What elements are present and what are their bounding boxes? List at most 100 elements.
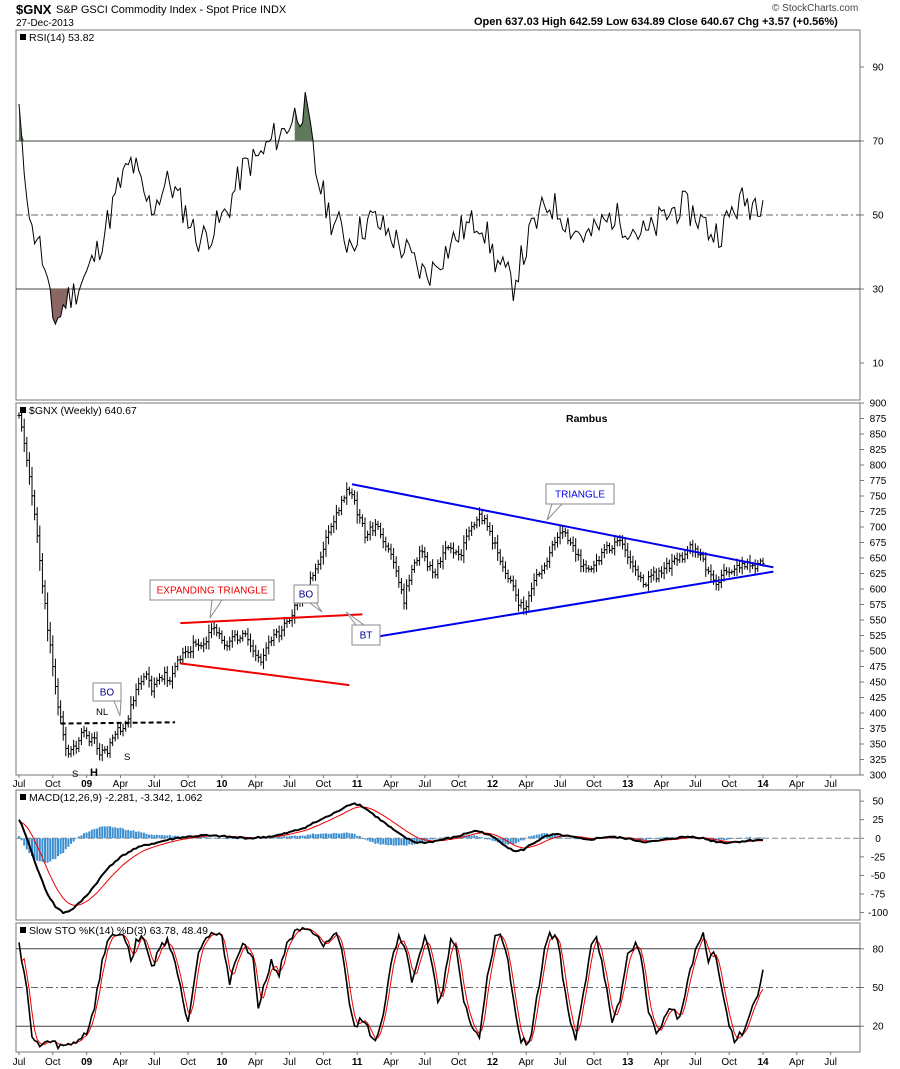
macd-histogram-bar xyxy=(301,835,304,839)
y-tick-label-macd: 0 xyxy=(875,834,881,845)
y-tick-label-price: 725 xyxy=(870,507,887,518)
macd-histogram-bar xyxy=(70,838,73,844)
macd-histogram-bar xyxy=(33,838,36,860)
macd-histogram-bar xyxy=(569,838,572,839)
macd-histogram-bar xyxy=(85,832,88,839)
macd-histogram-bar xyxy=(517,838,520,843)
x-axis-label: 13 xyxy=(622,779,634,790)
macd-histogram-bar xyxy=(202,836,205,839)
neckline-label: NL xyxy=(96,707,108,718)
x-axis-label: Oct xyxy=(586,1057,602,1068)
macd-histogram-bar xyxy=(36,838,39,861)
macd-histogram-bar xyxy=(403,838,406,846)
x-axis-label: 09 xyxy=(81,779,93,790)
macd-histogram-bar xyxy=(738,838,741,839)
expanding-triangle-callout: EXPANDING TRIANGLE xyxy=(149,579,275,619)
macd-histogram-bar xyxy=(171,836,174,839)
panel-frame-price xyxy=(15,402,861,776)
macd-histogram-bar xyxy=(465,835,468,839)
x-axis-label: Apr xyxy=(654,779,670,790)
y-tick-label-price: 775 xyxy=(870,476,887,487)
macd-histogram-bar xyxy=(668,837,671,839)
macd-histogram-bar xyxy=(522,838,525,841)
macd-histogram-bar xyxy=(363,838,366,840)
price-legend: $GNX (Weekly) 640.67 xyxy=(29,405,137,417)
macd-histogram-bar xyxy=(98,826,101,839)
x-axis-label: Oct xyxy=(316,1057,332,1068)
x-axis-label: Oct xyxy=(45,779,61,790)
x-axis-label: Oct xyxy=(180,779,196,790)
x-axis-label: 13 xyxy=(622,1057,634,1068)
y-tick-label-price: 350 xyxy=(870,740,887,751)
macd-histogram-bar xyxy=(296,836,299,839)
macd-histogram-bar xyxy=(751,838,754,839)
macd-histogram-bar xyxy=(44,838,47,863)
macd-histogram-bar xyxy=(59,838,62,854)
macd-histogram-bar xyxy=(241,838,244,839)
macd-histogram-bar xyxy=(400,838,403,846)
macd-histogram-bar xyxy=(720,838,723,840)
bo-callout-2010-pointer xyxy=(308,602,323,613)
x-axis-label: Jul xyxy=(554,779,567,790)
y-tick-label-price: 325 xyxy=(870,755,887,766)
x-axis-label: Jul xyxy=(824,1057,837,1068)
macd-histogram-bar xyxy=(494,838,497,842)
macd-histogram-bar xyxy=(348,833,351,839)
x-axis-label: 11 xyxy=(352,779,363,790)
chart-symbol: $GNX xyxy=(16,2,52,17)
x-axis-label: Apr xyxy=(248,779,264,790)
price-legend-marker xyxy=(20,407,26,413)
macd-histogram-bar xyxy=(127,829,130,839)
macd-histogram-bar xyxy=(231,838,234,840)
macd-histogram-bar xyxy=(530,835,533,839)
macd-histogram-bar xyxy=(153,835,156,839)
macd-histogram-bar xyxy=(67,838,70,847)
macd-histogram-bar xyxy=(233,838,236,839)
macd-histogram-bar xyxy=(283,836,286,839)
macd-histogram-bar xyxy=(317,834,320,839)
macd-legend: MACD(12,26,9) -2.281, -3.342, 1.062 xyxy=(29,792,203,804)
y-tick-label-macd: -100 xyxy=(868,908,888,919)
y-tick-label-price: 475 xyxy=(870,662,887,673)
macd-histogram-bar xyxy=(475,835,478,839)
macd-histogram-bar xyxy=(353,833,356,839)
x-axis-label: 14 xyxy=(757,779,769,790)
x-axis-label: Jul xyxy=(283,779,296,790)
macd-histogram xyxy=(18,826,764,863)
macd-histogram-bar xyxy=(142,832,145,839)
y-tick-label-price: 500 xyxy=(870,647,887,658)
x-axis-label: Oct xyxy=(451,779,467,790)
macd-histogram-bar xyxy=(520,838,523,841)
macd-histogram-bar xyxy=(135,831,138,839)
head-label: H xyxy=(90,767,98,779)
macd-line xyxy=(18,802,764,915)
ohlc-readout: Open 637.03 High 642.59 Low 634.89 Close… xyxy=(474,16,838,28)
macd-histogram-bar xyxy=(491,838,494,841)
macd-histogram-bar xyxy=(514,838,517,844)
y-tick-label-price: 300 xyxy=(870,771,887,782)
macd-histogram-bar xyxy=(540,833,543,839)
right-shoulder-label: S xyxy=(124,752,130,763)
macd-histogram-bar xyxy=(25,838,28,850)
macd-histogram-bar xyxy=(405,838,408,846)
macd-histogram-bar xyxy=(499,838,502,844)
macd-histogram-bar xyxy=(652,838,655,839)
macd-histogram-bar xyxy=(561,837,564,839)
macd-histogram-bar xyxy=(210,837,213,839)
x-axis-label: Apr xyxy=(518,1057,534,1068)
macd-histogram-bar xyxy=(553,834,556,839)
macd-histogram-bar xyxy=(361,838,364,839)
x-axis-label: Apr xyxy=(789,1057,805,1068)
y-tick-label-price: 800 xyxy=(870,461,887,472)
x-axis-label: Apr xyxy=(113,779,129,790)
y-tick-label-price: 375 xyxy=(870,724,887,735)
sto-legend: Slow STO %K(14) %D(3) 63.78, 48.49 xyxy=(29,925,208,937)
macd-histogram-bar xyxy=(161,835,164,839)
macd-histogram-bar xyxy=(145,833,148,839)
macd-histogram-bar xyxy=(280,836,283,839)
macd-histogram-bar xyxy=(75,838,78,839)
macd-histogram-bar xyxy=(20,838,23,841)
macd-histogram-bar xyxy=(54,838,57,860)
macd-histogram-bar xyxy=(473,835,476,839)
macd-histogram-bar xyxy=(332,832,335,839)
